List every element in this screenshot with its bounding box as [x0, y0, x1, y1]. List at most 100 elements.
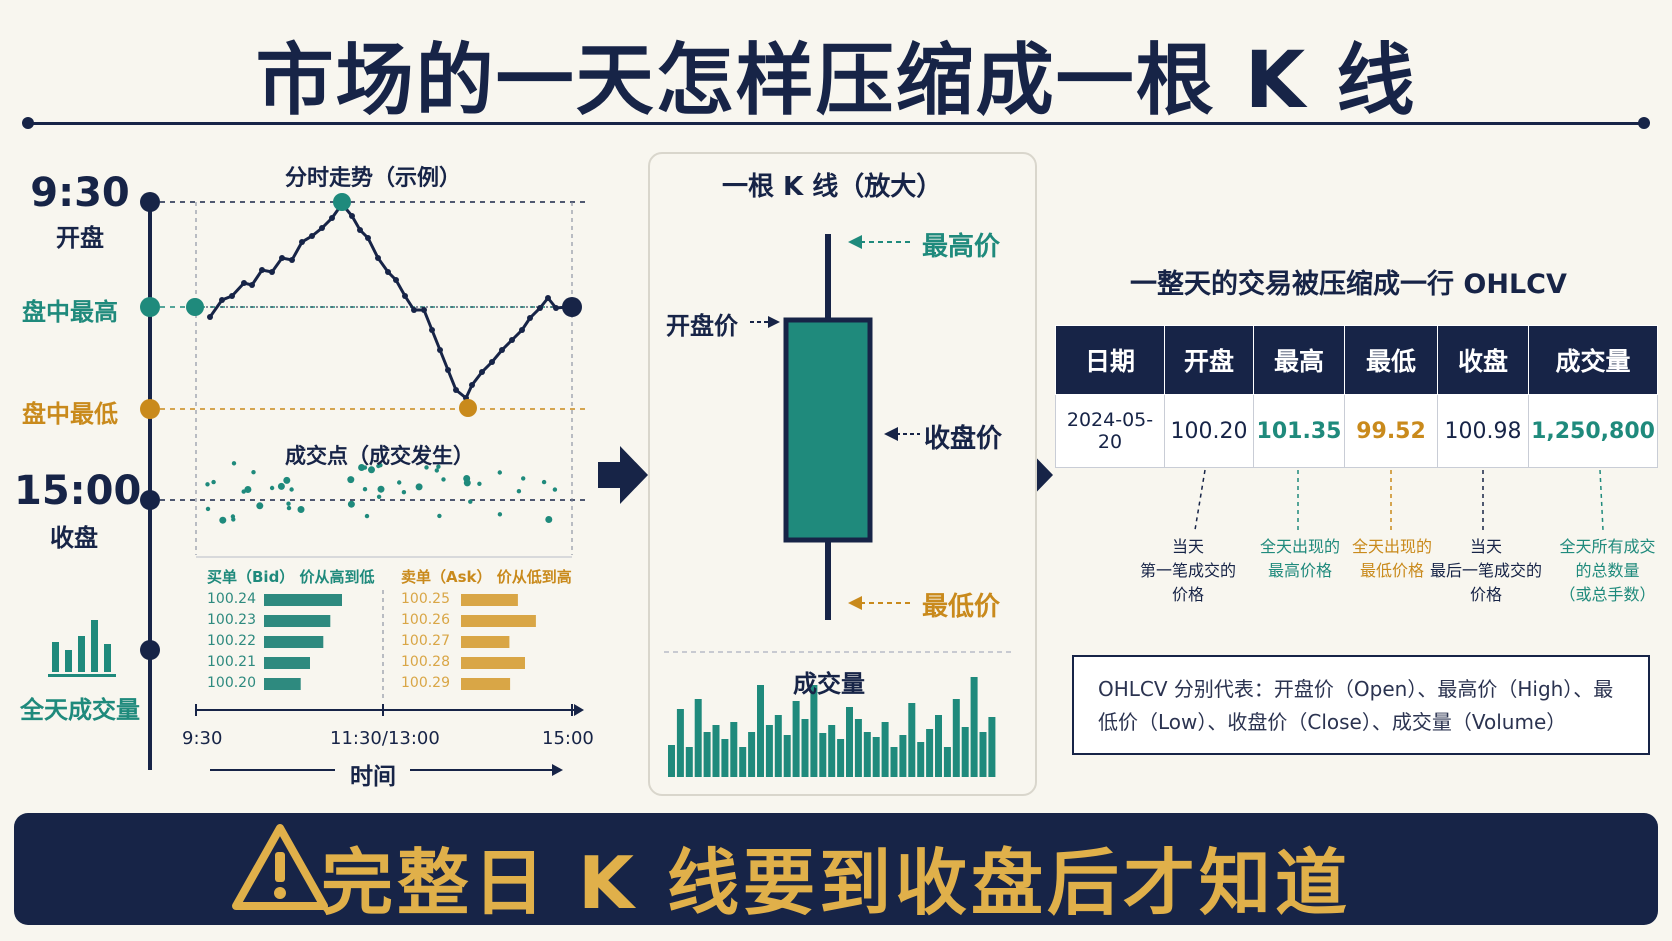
volume-bar	[819, 733, 827, 777]
trade-point	[377, 485, 385, 493]
bid-header: 买单（Bid） 价从高到低	[207, 568, 375, 586]
ohlcv-table: 日期 开盘 最高 最低 收盘 成交量 2024-05-20 100.20 101…	[1055, 325, 1658, 468]
cell-close: 100.98	[1437, 394, 1529, 468]
volume-bar	[890, 747, 898, 777]
orderbook-price: 100.27	[401, 633, 450, 649]
orderbook-bar	[264, 594, 342, 606]
price-node	[527, 315, 533, 321]
axis-tick-midday: 11:30/13:00	[330, 728, 440, 749]
trade-point	[424, 465, 429, 470]
volume-bar	[783, 735, 791, 777]
trade-point	[463, 479, 471, 487]
volume-bar	[748, 732, 756, 777]
note-volume: 全天所有成交 的总数量 （或总手数）	[1559, 537, 1656, 604]
volume-bar	[757, 685, 764, 777]
ohlcv-title: 一整天的交易被压缩成一行 OHLCV	[1130, 269, 1567, 300]
price-node	[537, 305, 543, 311]
intraday-chart-title: 分时走势（示例）	[285, 166, 462, 191]
volume-bar	[837, 739, 845, 777]
trade-point	[441, 477, 446, 482]
time-label-arrow	[552, 764, 563, 776]
cell-low: 99.52	[1344, 394, 1438, 468]
volume-bar	[854, 719, 862, 777]
volume-bar	[952, 699, 960, 777]
trade-points-title: 成交点（成交发生）	[285, 444, 474, 468]
cell-date: 2024-05-20	[1055, 394, 1165, 468]
time-axis-label: 时间	[350, 764, 396, 790]
price-node	[259, 267, 265, 273]
volume-bar	[703, 732, 711, 777]
orderbook-bar	[264, 615, 331, 627]
price-node	[349, 213, 355, 219]
chart-high-dot	[333, 193, 351, 211]
note-high: 全天出现的 最高价格	[1259, 537, 1340, 580]
intraday-high-label: 盘中最高	[22, 298, 118, 326]
rule-dot-right	[1638, 117, 1650, 129]
price-node	[489, 359, 495, 365]
trade-point	[205, 482, 210, 487]
volume-bars-icon	[48, 620, 116, 677]
volume-title: 成交量	[793, 670, 865, 698]
price-node	[319, 225, 325, 231]
note-low: 全天出现的 最低价格	[1351, 537, 1432, 580]
header-low: 最低	[1344, 325, 1438, 395]
intraday-price-nodes	[207, 201, 571, 401]
trade-point	[286, 505, 292, 511]
price-node	[249, 282, 255, 288]
orderbook-bar	[264, 657, 310, 669]
daily-volume-label: 全天成交量	[20, 696, 140, 724]
volume-bar	[988, 717, 996, 777]
orderbook-bar	[461, 615, 536, 627]
table-row: 2024-05-20 100.20 101.35 99.52 100.98 1,…	[1055, 394, 1658, 468]
footer-message: 完整日 K 线要到收盘后才知道	[321, 841, 1351, 925]
trade-point	[364, 513, 370, 519]
intraday-low-label: 盘中最低	[22, 400, 118, 428]
trade-point	[401, 490, 407, 495]
ask-header: 卖单（Ask） 价从低到高	[401, 568, 572, 586]
trade-point	[376, 463, 381, 469]
candle-body	[783, 317, 873, 543]
trade-point	[477, 481, 482, 486]
trade-point	[277, 482, 285, 490]
price-node	[453, 387, 459, 393]
note-connectors	[1194, 469, 1604, 531]
price-node	[421, 307, 427, 313]
volume-bar	[926, 729, 934, 777]
volume-bar	[881, 722, 889, 777]
trade-point	[347, 476, 355, 484]
title-divider	[26, 122, 1644, 125]
volume-bar	[943, 747, 951, 777]
volume-bar	[694, 699, 702, 777]
price-node	[519, 327, 525, 333]
trade-points	[205, 461, 558, 524]
volume-bar	[863, 732, 871, 777]
trade-point	[516, 489, 522, 494]
volume-bar	[899, 735, 907, 777]
volume-bar	[739, 747, 747, 777]
orderbook-price: 100.25	[401, 591, 450, 607]
chart-low-dot	[459, 399, 477, 417]
orderbook-bar	[461, 657, 525, 669]
price-node	[219, 297, 225, 303]
volume-bar	[961, 727, 969, 777]
trade-point	[358, 464, 366, 471]
trade-point	[286, 501, 291, 506]
timeline-dot-high	[140, 297, 160, 317]
price-node	[365, 235, 371, 241]
trade-point	[541, 479, 547, 485]
orderbook-price: 100.28	[401, 654, 450, 670]
volume-bar	[935, 715, 942, 777]
volume-bar	[810, 685, 818, 777]
timeline-dot-low	[140, 399, 160, 419]
low-price-label: 最低价	[922, 592, 1001, 622]
orderbook-bar	[264, 678, 301, 690]
price-node	[299, 239, 305, 245]
header-volume: 成交量	[1528, 325, 1658, 395]
price-node	[479, 369, 485, 375]
header-date: 日期	[1055, 325, 1165, 395]
volume-bar	[908, 703, 916, 777]
note-open: 当天 第一笔成交的 价格	[1139, 537, 1236, 604]
open-arrow-icon	[768, 316, 780, 328]
warning-icon	[232, 824, 328, 910]
price-node	[545, 295, 551, 301]
